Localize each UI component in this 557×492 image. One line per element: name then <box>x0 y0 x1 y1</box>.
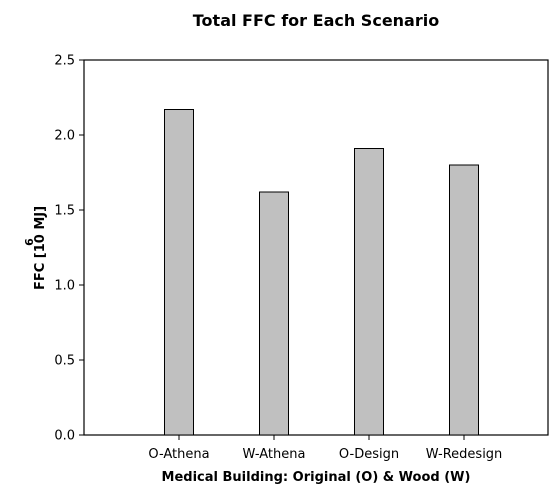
y-tick-label: 1.0 <box>54 279 75 294</box>
y-tick-label: 0.0 <box>54 429 75 444</box>
bars <box>164 109 479 436</box>
chart-title: Total FFC for Each Scenario <box>193 11 439 30</box>
bar <box>354 148 384 436</box>
plot-frame <box>83 59 549 436</box>
y-tick-label: 2.0 <box>54 129 75 144</box>
y-tick-label: 1.5 <box>54 204 75 219</box>
y-axis-label: FFC [10 MJ] <box>33 206 48 290</box>
y-tick-label: 0.5 <box>54 354 75 369</box>
x-tick-label: O-Athena <box>148 447 209 462</box>
y-axis-label-group: FFC [10 MJ] 6 <box>23 206 48 290</box>
x-tick-label: W-Athena <box>243 447 306 462</box>
x-axis: O-Athena W-Athena O-Design W-Redesign <box>148 435 502 462</box>
y-axis-label-exponent: 6 <box>23 238 36 246</box>
y-tick-label: 2.5 <box>54 54 75 69</box>
bar <box>164 109 194 436</box>
x-tick-label: O-Design <box>339 447 399 462</box>
bar <box>259 191 289 436</box>
x-axis-label: Medical Building: Original (O) & Wood (W… <box>162 470 471 485</box>
bar <box>449 164 479 436</box>
x-tick-label: W-Redesign <box>426 447 503 462</box>
y-axis: 0.0 0.5 1.0 1.5 2.0 2.5 <box>54 54 84 444</box>
